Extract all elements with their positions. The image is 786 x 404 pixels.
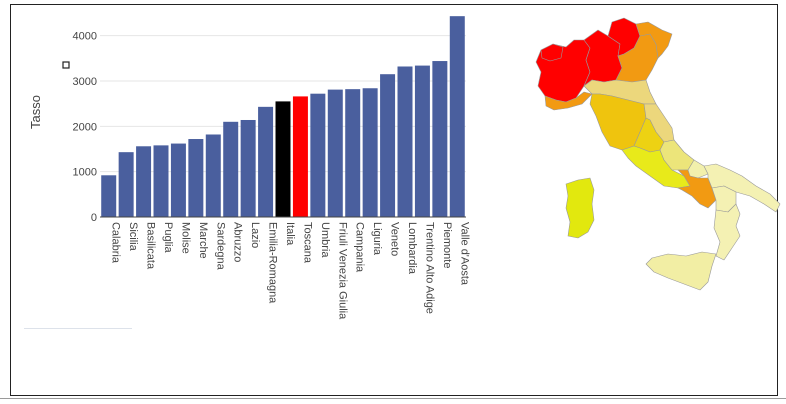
map-region-calabria[interactable] [713,203,741,261]
bar-abruzzo[interactable] [223,121,239,217]
x-tick-labels: Calabria Sicilia Basilicata Puglia Molise Mar… [110,222,471,320]
bar-basilicata[interactable] [136,146,152,217]
x-tick-label: Valle d'Aosta [458,222,470,286]
y-tick-labels: 0 1000 2000 3000 4000 [73,31,97,224]
bar-chart: 0 1000 2000 3000 4000 Calabria Sicilia Basilic… [28,16,471,320]
bar-sicilia[interactable] [118,152,134,217]
bar-puglia[interactable] [153,145,169,217]
bar-marche[interactable] [188,139,204,217]
bar-piemonte[interactable] [432,61,448,217]
legend-rule [24,328,132,329]
y-tick-label: 4000 [73,31,97,43]
x-tick-label: Veneto [389,222,401,256]
x-tick-label: Trentino Alto Adige [423,222,435,314]
bar-italia[interactable] [275,101,291,217]
bar-molise[interactable] [170,143,186,217]
italy-choropleth-map [535,17,781,291]
x-tick-label: Emilia-Romagna [267,222,279,304]
bars [101,16,465,218]
x-tick-label: Calabria [110,222,122,264]
x-tick-label: Abruzzo [232,222,244,262]
x-tick-label: Molise [179,222,191,254]
x-tick-label: Sicilia [127,222,139,252]
x-tick-label: Campania [354,222,366,273]
bar-friuli-venezia-giulia[interactable] [327,89,343,217]
y-tick-label: 0 [91,212,97,224]
x-tick-label: Puglia [162,222,174,253]
bar-veneto[interactable] [380,74,396,217]
x-tick-label: Basilicata [145,222,157,270]
bar-liguria[interactable] [362,88,378,217]
y-axis-title: Tasso [28,95,43,129]
bar-valle-d-aosta[interactable] [449,16,465,218]
map-region-campania[interactable] [677,169,717,209]
x-tick-label: Italia [284,222,296,246]
bar-sardegna[interactable] [205,134,221,217]
map-region-sardegna[interactable] [565,177,595,239]
bar-emilia-romagna[interactable] [258,106,274,217]
bar-umbria[interactable] [310,93,326,217]
x-tick-label: Lombardia [406,222,418,275]
x-tick-label: Lazio [249,222,261,248]
legend-toggle-icon[interactable] [62,61,70,69]
map-region-friuli-venezia-giulia[interactable] [635,21,673,59]
map-region-valle-daosta[interactable] [540,43,564,62]
y-tick-label: 1000 [73,167,97,179]
y-tick-label: 2000 [73,121,97,133]
bar-lombardia[interactable] [397,66,413,218]
map-region-sicilia[interactable] [645,251,717,291]
bar-campania[interactable] [345,89,361,217]
bar-calabria[interactable] [101,175,117,217]
x-tick-label: Liguria [371,222,383,256]
bar-trentino-alto-adige[interactable] [414,65,430,217]
x-tick-label: Sardegna [214,222,226,271]
bar-toscana[interactable] [292,96,308,217]
bar-lazio[interactable] [240,119,256,217]
x-tick-label: Friuli Venezia Giulia [336,222,348,320]
x-tick-label: Umbria [319,222,331,258]
x-tick-label: Marche [197,222,209,259]
x-tick-label: Piemonte [441,222,453,268]
x-tick-label: Toscana [301,222,313,264]
window-bottom-border [0,398,786,399]
y-tick-label: 3000 [73,76,97,88]
map-region-puglia[interactable] [703,163,781,213]
